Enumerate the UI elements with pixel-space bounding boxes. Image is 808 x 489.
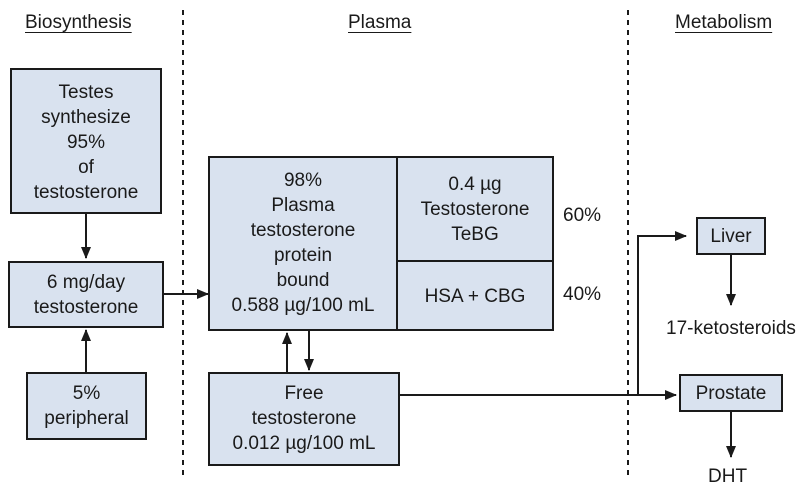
box-free-testosterone: Free testosterone 0.012 µg/100 mL bbox=[208, 372, 400, 466]
label-prostate: Prostate bbox=[695, 383, 767, 404]
box-testes: Testes synthesize 95% of testosterone bbox=[10, 68, 162, 214]
percent-hsa-cbg: 40% bbox=[563, 284, 602, 305]
label-protein-bound: 98% Plasma testosterone protein bound 0.… bbox=[231, 170, 375, 316]
box-prostate: Prostate bbox=[679, 374, 783, 412]
product-dht: DHT bbox=[708, 466, 748, 487]
product-17-ketosteroids: 17-ketosteroids bbox=[666, 318, 796, 339]
box-daily-testosterone: 6 mg/day testosterone bbox=[8, 261, 164, 328]
box-tebg: 0.4 µg Testosterone TeBG bbox=[396, 156, 554, 262]
heading-plasma: Plasma bbox=[348, 12, 412, 33]
arrow-to-liver bbox=[637, 231, 687, 395]
label-liver: Liver bbox=[710, 226, 752, 247]
label-daily-testosterone: 6 mg/day testosterone bbox=[33, 272, 139, 318]
label-hsa-cbg: HSA + CBG bbox=[424, 286, 526, 307]
label-peripheral: 5% peripheral bbox=[44, 383, 129, 429]
label-testes: Testes synthesize 95% of testosterone bbox=[33, 82, 139, 203]
heading-biosynthesis: Biosynthesis bbox=[25, 12, 132, 33]
box-peripheral: 5% peripheral bbox=[26, 372, 147, 440]
box-hsa-cbg: HSA + CBG bbox=[396, 260, 554, 331]
percent-tebg: 60% bbox=[563, 205, 602, 226]
box-protein-bound: 98% Plasma testosterone protein bound 0.… bbox=[208, 156, 398, 331]
label-free-testosterone: Free testosterone 0.012 µg/100 mL bbox=[232, 383, 376, 454]
heading-metabolism: Metabolism bbox=[675, 12, 773, 33]
box-liver: Liver bbox=[696, 217, 766, 255]
label-tebg: 0.4 µg Testosterone TeBG bbox=[420, 174, 530, 245]
